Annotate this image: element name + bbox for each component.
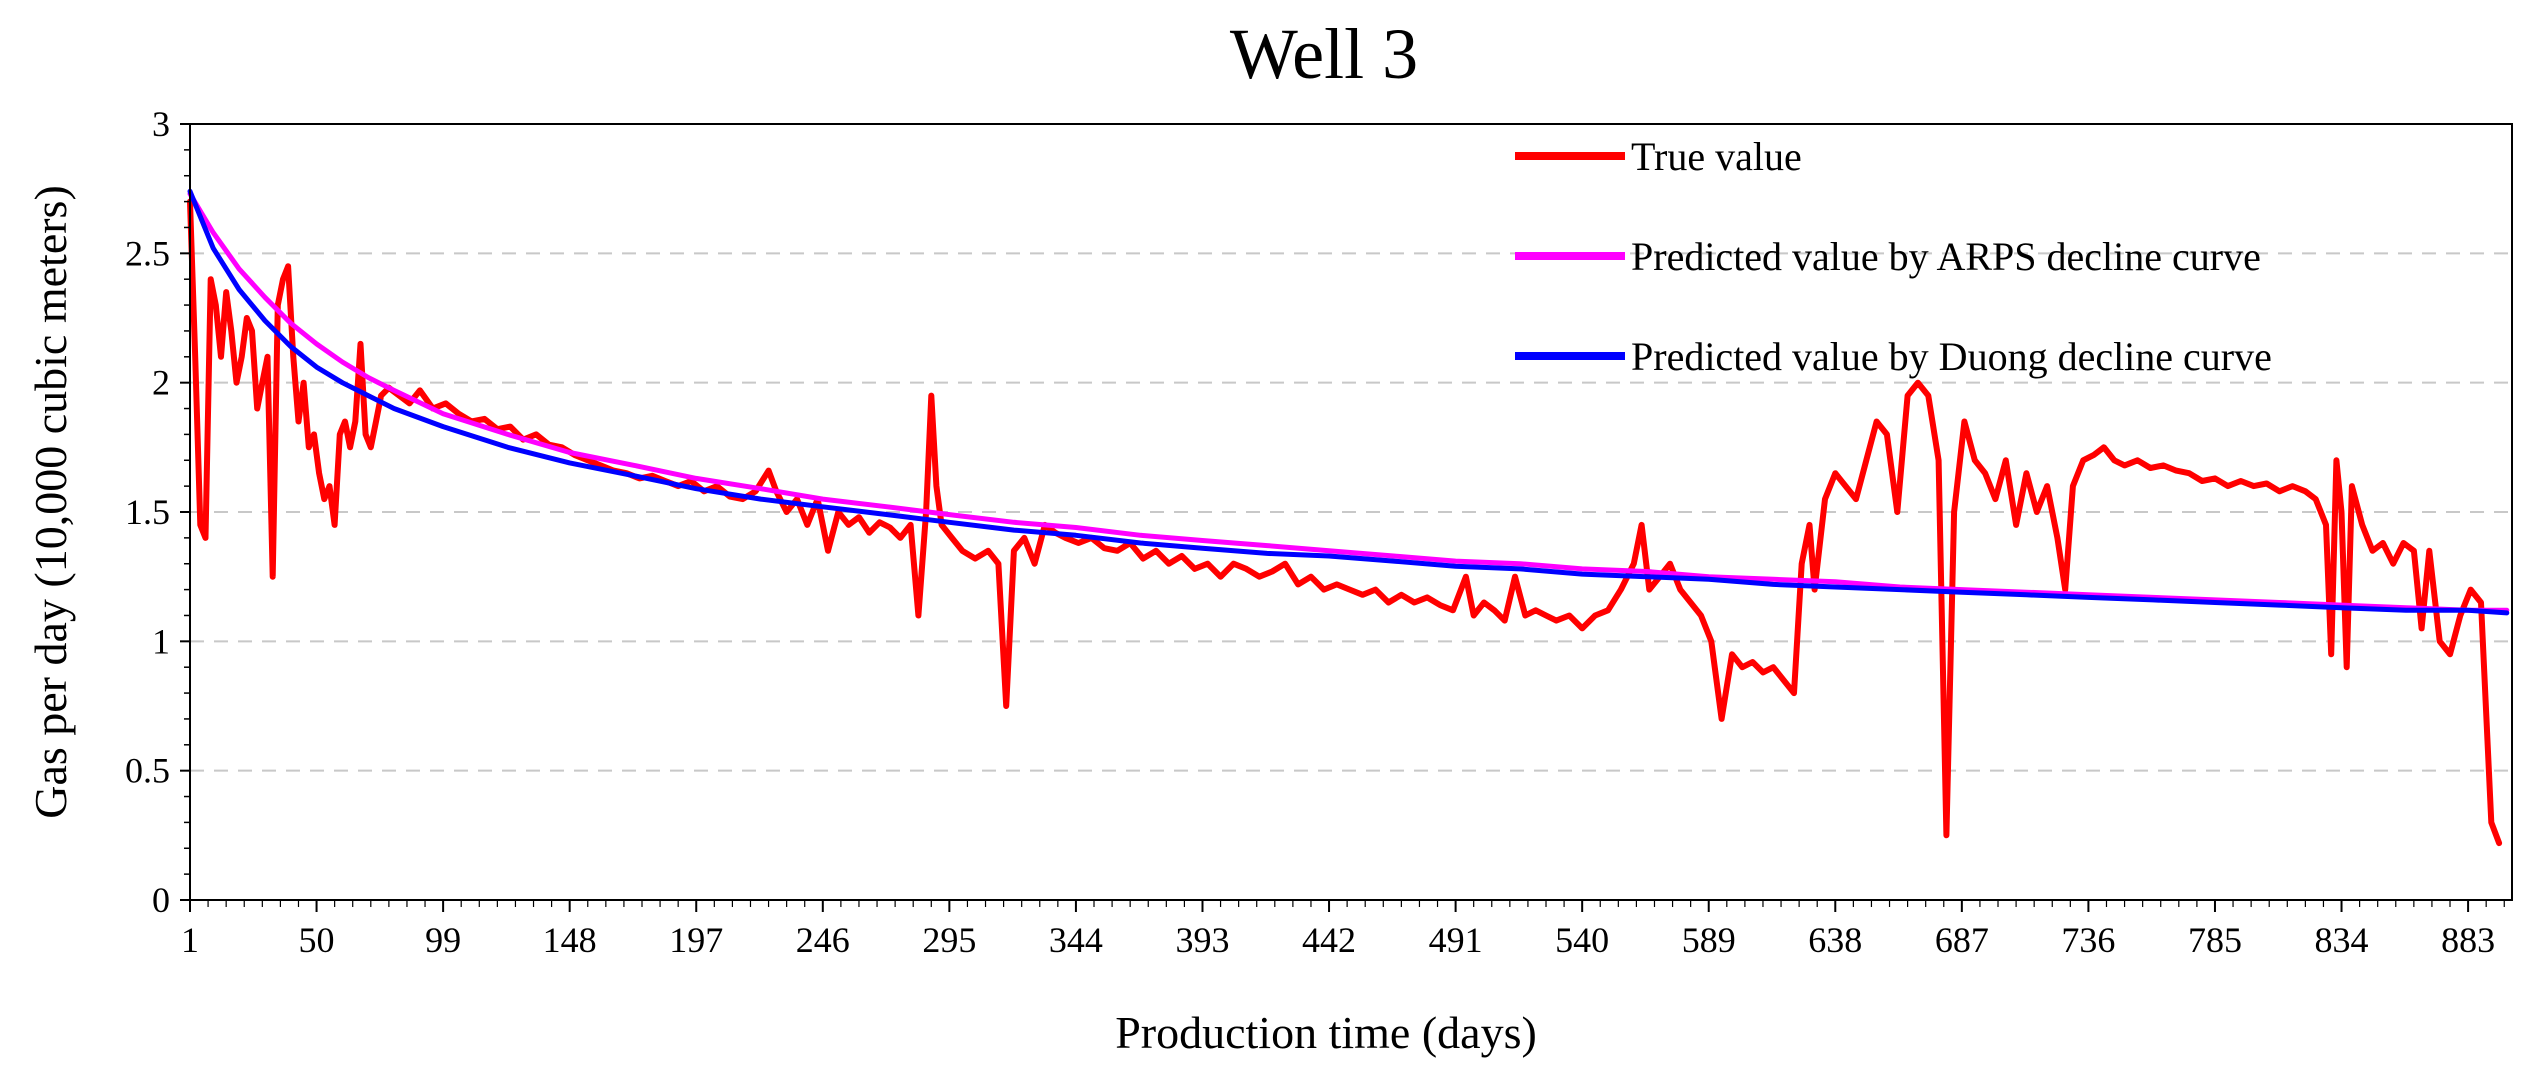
x-tick-label-16: 785 (2188, 920, 2242, 960)
x-tick-label-7: 344 (1049, 920, 1103, 960)
series-layer (187, 188, 2510, 847)
x-tick-label-11: 540 (1555, 920, 1609, 960)
y-tick-label-3: 1.5 (125, 492, 170, 532)
legend-label-2: Predicted value by Duong decline curve (1631, 334, 2272, 379)
x-tick-label-3: 148 (543, 920, 597, 960)
x-tick-label-9: 442 (1302, 920, 1356, 960)
x-tick-label-8: 393 (1175, 920, 1229, 960)
x-tick-label-15: 736 (2061, 920, 2115, 960)
x-tick-label-5: 246 (796, 920, 850, 960)
x-tick-label-17: 834 (2315, 920, 2369, 960)
y-axis-label: Gas per day (10,000 cubic meters) (25, 185, 76, 819)
y-tick-label-1: 0.5 (125, 751, 170, 791)
legend-label-1: Predicted value by ARPS decline curve (1631, 234, 2261, 279)
series-line-2 (187, 188, 2510, 616)
y-tick-label-5: 2.5 (125, 233, 170, 273)
x-tick-label-6: 295 (922, 920, 976, 960)
x-tick-label-1: 50 (299, 920, 335, 960)
x-tick-label-0: 1 (181, 920, 199, 960)
legend: True value Predicted value by ARPS declin… (1515, 134, 2272, 379)
y-tick-label-2: 1 (152, 621, 170, 661)
series-line-1 (187, 191, 2510, 613)
series-line-0 (187, 198, 2503, 847)
x-tick-label-14: 687 (1935, 920, 1989, 960)
x-tick-label-18: 883 (2441, 920, 2495, 960)
y-tick-label-0: 0 (152, 880, 170, 920)
x-tick-label-13: 638 (1808, 920, 1862, 960)
y-tick-label-6: 3 (152, 104, 170, 144)
y-tick-label-4: 2 (152, 363, 170, 403)
x-tick-label-10: 491 (1429, 920, 1483, 960)
ticks: 0 0.5 1 1.5 2 2.5 3 1 50 99 148 197 246 295 344 393 442 4… (125, 104, 2505, 960)
x-axis-label: Production time (days) (1115, 1007, 1537, 1058)
x-tick-label-2: 99 (425, 920, 461, 960)
legend-label-0: True value (1631, 134, 1802, 179)
x-tick-label-4: 197 (669, 920, 723, 960)
chart-title: Well 3 (1230, 14, 1418, 94)
grid (190, 123, 2512, 772)
x-tick-label-12: 589 (1682, 920, 1736, 960)
